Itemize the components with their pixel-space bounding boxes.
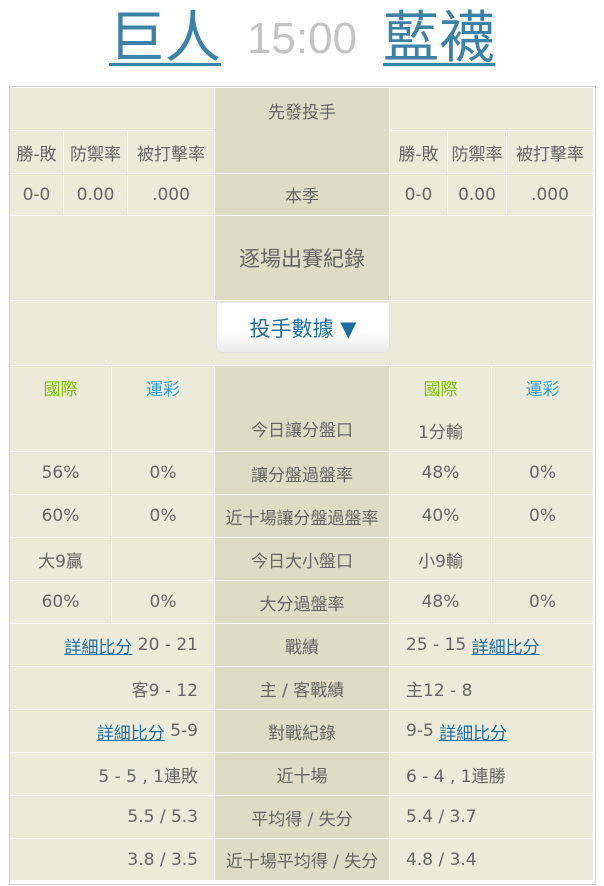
odds-cell: 40% (390, 495, 492, 538)
game-time: 15:00 (246, 14, 358, 63)
away-record: 詳細比分 5-9 (10, 710, 215, 753)
home-record-value: 5.4 / 3.7 (406, 807, 477, 827)
odds-cell: 0% (492, 495, 594, 538)
home-record: 6 - 4 , 1連勝 (390, 753, 594, 796)
record-label: 近十場平均得 / 失分 (215, 839, 390, 881)
odds-cell: 0% (492, 581, 594, 624)
home-record: 9-5 詳細比分 (390, 710, 594, 753)
odds-cell: 1分輸 (390, 409, 492, 452)
home-lottery-header: 運彩 (492, 366, 594, 409)
pitcher-stats-button[interactable]: 投手數據 ▼ (216, 302, 390, 353)
away-intl-header: 國際 (10, 366, 112, 409)
col-header: 被打擊率 (507, 131, 594, 174)
odds-cell: 0% (112, 581, 215, 624)
record-label: 近十場 (215, 753, 390, 796)
odds-cell: 60% (10, 495, 112, 538)
home-record-value: 25 - 15 (406, 635, 467, 655)
odds-cell (112, 409, 215, 452)
away-record-value: 3.8 / 3.5 (127, 849, 198, 870)
away-record-value: 5-9 (170, 721, 198, 741)
starting-pitcher-label: 先發投手 (215, 88, 390, 174)
away-record: 3.8 / 3.5 (10, 839, 215, 881)
detail-score-link[interactable]: 詳細比分 (96, 723, 165, 744)
away-win-loss: 0-0 (10, 174, 64, 216)
home-era: 0.00 (448, 174, 507, 216)
odds-cell: 0% (492, 452, 594, 495)
away-record: 5.5 / 5.3 (10, 796, 215, 839)
away-lottery-header: 運彩 (112, 366, 215, 409)
home-record: 25 - 15 詳細比分 (390, 624, 594, 667)
away-record-value: 20 - 21 (137, 635, 198, 655)
home-win-loss: 0-0 (390, 174, 448, 216)
record-label: 戰績 (215, 624, 390, 667)
match-header: 巨人 15:00 藍襪 (0, 0, 604, 80)
odds-cell: 0% (112, 452, 215, 495)
detail-score-link[interactable]: 詳細比分 (439, 723, 508, 744)
col-header: 被打擊率 (128, 131, 215, 174)
odds-label: 今日讓分盤口 (215, 366, 390, 452)
odds-cell: 60% (10, 581, 112, 624)
record-label: 主 / 客戰績 (215, 667, 390, 710)
away-record: 客9 - 12 (10, 667, 215, 710)
away-record-value: 5 - 5 , 1連敗 (98, 766, 198, 787)
home-game-log (390, 216, 594, 301)
col-header: 防禦率 (448, 131, 507, 174)
home-record: 4.8 / 3.4 (390, 839, 594, 881)
odds-row-label: 今日大小盤口 (215, 538, 390, 581)
home-intl-header: 國際 (390, 366, 492, 409)
odds-row-label: 近十場讓分盤過盤率 (215, 495, 390, 538)
away-record-value: 客9 - 12 (131, 680, 198, 701)
home-record-value: 9-5 (406, 721, 434, 741)
record-label: 對戰紀錄 (215, 710, 390, 753)
detail-score-link[interactable]: 詳細比分 (471, 637, 540, 658)
odds-cell: 48% (390, 452, 492, 495)
away-game-log (10, 216, 215, 301)
away-record: 詳細比分 20 - 21 (10, 624, 215, 667)
odds-cell: 大9贏 (10, 538, 112, 581)
col-header: 勝-敗 (10, 131, 64, 174)
away-record-value: 5.5 / 5.3 (127, 807, 198, 827)
away-team-link[interactable]: 巨人 (108, 6, 221, 71)
odds-cell: 0% (112, 495, 215, 538)
col-header: 勝-敗 (390, 131, 448, 174)
home-record-value: 6 - 4 , 1連勝 (406, 766, 506, 787)
record-label: 平均得 / 失分 (215, 796, 390, 839)
away-pitcher-name (10, 88, 215, 131)
home-record-value: 4.8 / 3.4 (406, 849, 477, 870)
odds-cell: 56% (10, 452, 112, 495)
game-log-label: 逐場出賽紀錄 (215, 216, 390, 301)
odds-cell (492, 409, 594, 452)
odds-cell: 小9輸 (390, 538, 492, 581)
odds-row-label: 大分過盤率 (215, 581, 390, 624)
home-record: 主12 - 8 (390, 667, 594, 710)
col-header: 防禦率 (64, 131, 128, 174)
home-record: 5.4 / 3.7 (390, 796, 594, 839)
away-baa: .000 (128, 174, 215, 216)
home-team-link[interactable]: 藍襪 (383, 6, 496, 71)
home-record-value: 主12 - 8 (406, 680, 473, 701)
away-record: 5 - 5 , 1連敗 (10, 753, 215, 796)
odds-row-label: 讓分盤過盤率 (215, 452, 390, 495)
odds-cell (10, 409, 112, 452)
season-label: 本季 (215, 174, 390, 216)
home-pitcher-name (390, 88, 594, 131)
away-era: 0.00 (64, 174, 128, 216)
odds-cell: 48% (390, 581, 492, 624)
odds-cell (492, 538, 594, 581)
odds-cell (112, 538, 215, 581)
detail-score-link[interactable]: 詳細比分 (64, 637, 133, 658)
home-baa: .000 (507, 174, 594, 216)
